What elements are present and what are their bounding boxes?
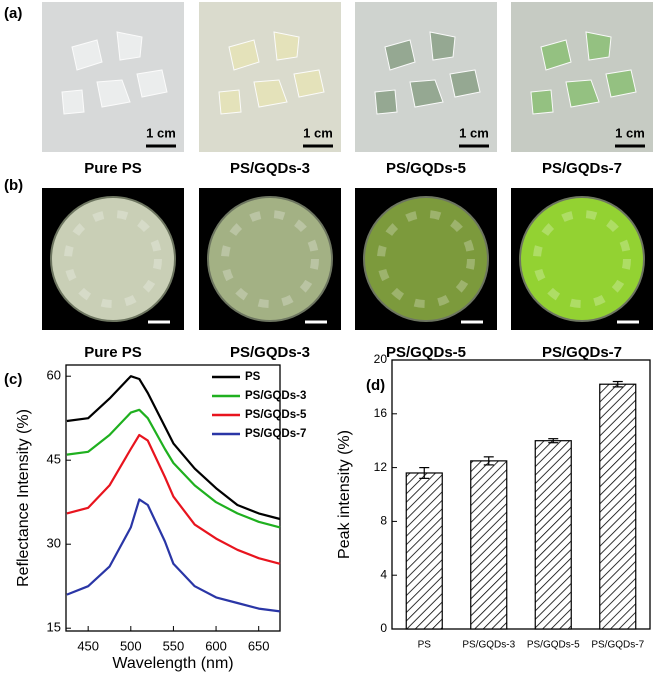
fragment: [449, 69, 481, 98]
plot-frame: [391, 359, 651, 630]
x-tick-label: 650: [248, 638, 270, 653]
panel-label: (c): [4, 371, 22, 388]
bar: [534, 440, 572, 630]
fragment: [253, 79, 288, 108]
legend-label: PS/GQDs-5: [245, 409, 307, 421]
disc: [207, 196, 333, 322]
fragment: [605, 69, 637, 98]
x-tick-label: 500: [120, 638, 142, 653]
caption: PS/GQDs-5: [386, 160, 466, 177]
disc-texture: [221, 210, 319, 308]
y-tick-label: 12: [374, 460, 388, 474]
y-tick-label: 0: [380, 621, 387, 635]
series-line: [66, 433, 281, 565]
x-tick-label: 550: [163, 638, 185, 653]
fragment: [530, 89, 554, 115]
fragment: [374, 89, 398, 115]
panel-label: (a): [4, 5, 22, 22]
legend-label: PS/GQDs-3: [245, 390, 306, 402]
caption: Pure PS: [84, 344, 142, 361]
fragment: [96, 79, 131, 108]
legend-label: PS/GQDs-7: [245, 428, 306, 440]
legend-label: PS: [245, 371, 261, 383]
fragment: [293, 69, 325, 98]
y-tick-label: 30: [47, 536, 61, 551]
x-tick-label: 600: [205, 638, 227, 653]
x-tick-label: PS/GQDs-5: [527, 640, 580, 651]
fragment: [409, 79, 444, 108]
caption: PS/GQDs-3: [230, 160, 310, 177]
bar: [405, 472, 443, 630]
fragment: [136, 69, 168, 98]
panel-label: (d): [366, 377, 385, 394]
panel-label: (b): [4, 177, 23, 194]
caption: PS/GQDs-7: [542, 344, 622, 361]
disc-texture: [533, 210, 631, 308]
disc-texture: [64, 210, 162, 308]
fragment: [71, 39, 103, 71]
series-line: [66, 498, 281, 613]
disc-texture: [377, 210, 475, 308]
y-tick-label: 15: [47, 620, 61, 635]
y-axis-label: Reflectance Intensity (%): [15, 409, 32, 587]
disc: [50, 196, 176, 322]
fragment: [565, 79, 600, 108]
caption: PS/GQDs-3: [230, 344, 310, 361]
fragment: [116, 31, 143, 61]
scale-label: 1 cm: [459, 125, 489, 140]
fragment: [540, 39, 572, 71]
y-tick-label: 4: [380, 567, 387, 581]
fragment: [384, 39, 416, 71]
x-tick-label: PS/GQDs-3: [462, 640, 515, 651]
bar: [470, 460, 508, 630]
x-axis-label: Wavelength (nm): [112, 655, 233, 672]
fragment: [218, 89, 242, 115]
fragment: [273, 31, 300, 61]
series-line: [66, 408, 281, 529]
x-tick-label: 450: [77, 638, 99, 653]
scale-label: 1 cm: [615, 125, 645, 140]
scale-label: 1 cm: [303, 125, 333, 140]
scale-label: 1 cm: [146, 125, 176, 140]
disc: [363, 196, 489, 322]
fragment: [429, 31, 456, 61]
y-axis-label: Peak intensity (%): [336, 430, 353, 559]
y-tick-label: 8: [380, 514, 387, 528]
caption: Pure PS: [84, 160, 142, 177]
fragment: [228, 39, 260, 71]
y-tick-label: 16: [374, 406, 388, 420]
caption: PS/GQDs-7: [542, 160, 622, 177]
y-tick-label: 60: [47, 368, 61, 383]
fragment: [61, 89, 85, 115]
y-tick-label: 20: [374, 352, 388, 366]
x-tick-label: PS/GQDs-7: [591, 640, 644, 651]
caption: PS/GQDs-5: [386, 344, 466, 361]
fragment: [585, 31, 612, 61]
series-line: [66, 375, 281, 521]
y-tick-label: 45: [47, 452, 61, 467]
disc: [519, 196, 645, 322]
x-tick-label: PS: [418, 640, 432, 651]
bar: [599, 383, 637, 630]
